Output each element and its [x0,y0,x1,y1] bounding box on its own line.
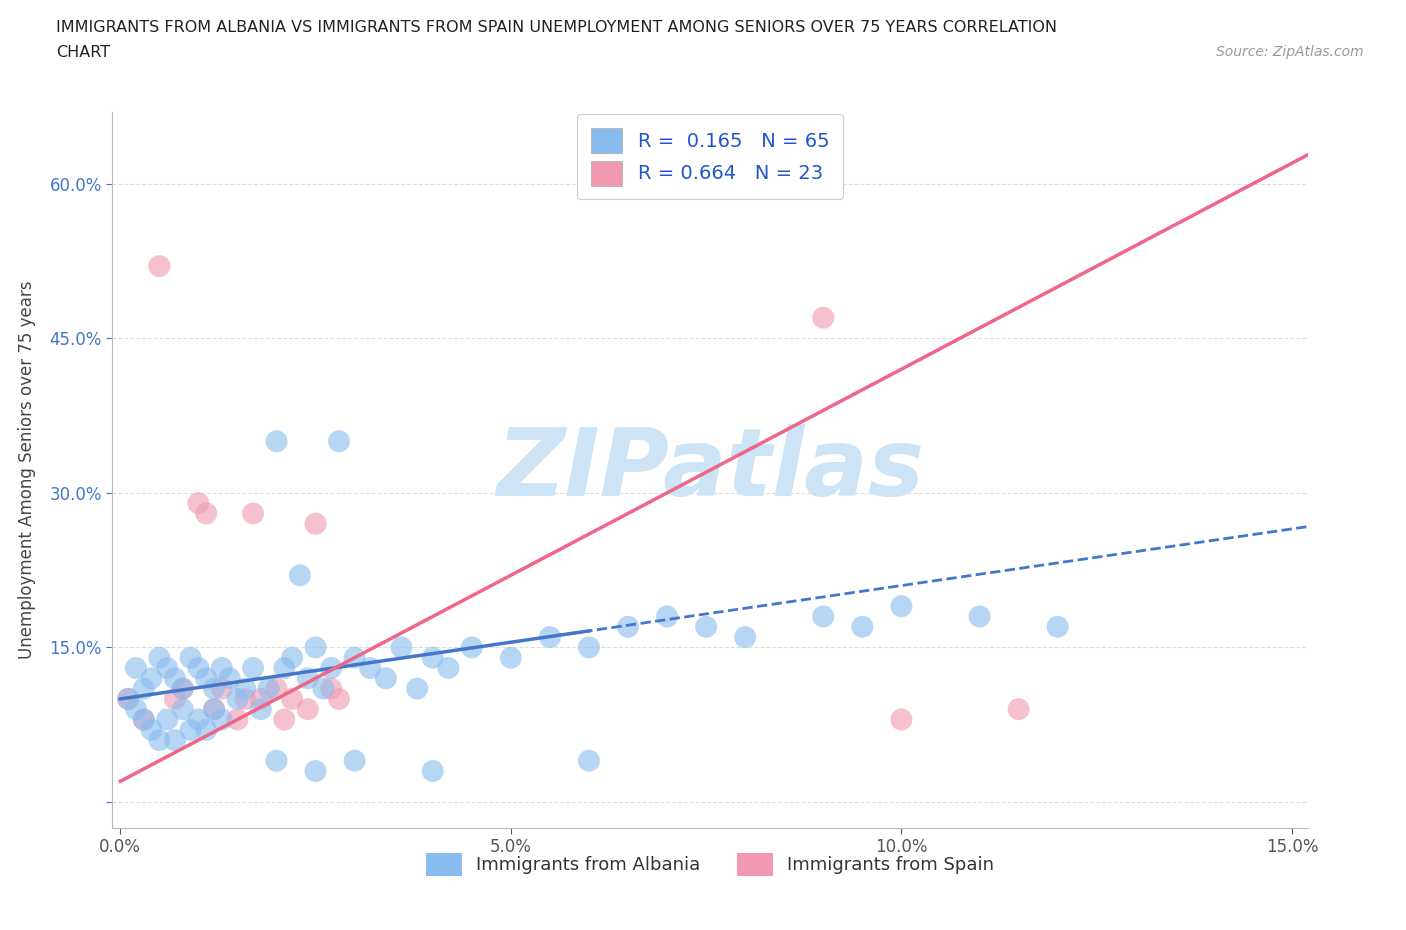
Point [297,702,319,717]
Text: ZIPatlas: ZIPatlas [496,424,924,515]
Point [578,753,600,768]
Point [195,506,218,521]
Point [257,681,280,696]
Point [813,311,835,325]
Point [187,660,209,675]
Point [266,753,288,768]
Point [218,671,240,685]
Point [233,692,256,707]
Text: CHART: CHART [56,45,110,60]
Text: Source: ZipAtlas.com: Source: ZipAtlas.com [1216,45,1364,59]
Point [328,434,350,449]
Point [617,619,640,634]
Point [148,650,170,665]
Point [374,671,396,685]
Point [437,660,460,675]
Point [211,681,233,696]
Point [343,753,366,768]
Point [172,702,194,717]
Point [141,723,163,737]
Point [132,712,155,727]
Point [132,681,155,696]
Point [343,650,366,665]
Point [148,733,170,748]
Point [281,692,304,707]
Point [422,650,444,665]
Point [148,259,170,273]
Point [125,702,148,717]
Point [813,609,835,624]
Point [202,702,225,717]
Point [202,702,225,717]
Point [250,692,273,707]
Point [851,619,873,634]
Point [1007,702,1029,717]
Point [538,630,561,644]
Point [195,723,218,737]
Point [499,650,522,665]
Point [187,712,209,727]
Point [266,434,288,449]
Point [655,609,678,624]
Point [172,681,194,696]
Point [187,496,209,511]
Point [578,640,600,655]
Point [242,660,264,675]
Point [172,681,194,696]
Point [422,764,444,778]
Point [288,568,311,583]
Point [163,671,186,685]
Point [273,712,295,727]
Point [211,712,233,727]
Point [359,660,381,675]
Y-axis label: Unemployment Among Seniors over 75 years: Unemployment Among Seniors over 75 years [18,281,35,658]
Point [125,660,148,675]
Point [117,692,139,707]
Text: IMMIGRANTS FROM ALBANIA VS IMMIGRANTS FROM SPAIN UNEMPLOYMENT AMONG SENIORS OVER: IMMIGRANTS FROM ALBANIA VS IMMIGRANTS FR… [56,20,1057,35]
Point [890,712,912,727]
Point [226,712,249,727]
Point [163,692,186,707]
Point [180,650,202,665]
Point [297,671,319,685]
Point [328,692,350,707]
Point [273,660,295,675]
Point [202,681,225,696]
Point [734,630,756,644]
Point [281,650,304,665]
Point [321,681,343,696]
Point [233,681,256,696]
Point [461,640,484,655]
Point [969,609,991,624]
Point [163,733,186,748]
Point [266,681,288,696]
Point [117,692,139,707]
Point [141,671,163,685]
Point [406,681,429,696]
Point [156,660,179,675]
Point [304,640,326,655]
Point [1046,619,1069,634]
Point [195,671,218,685]
Point [321,660,343,675]
Point [180,723,202,737]
Point [132,712,155,727]
Point [890,599,912,614]
Point [304,516,326,531]
Legend: Immigrants from Albania, Immigrants from Spain: Immigrants from Albania, Immigrants from… [419,845,1001,883]
Point [391,640,413,655]
Point [226,692,249,707]
Point [304,764,326,778]
Point [312,681,335,696]
Point [211,660,233,675]
Point [156,712,179,727]
Point [695,619,717,634]
Point [250,702,273,717]
Point [242,506,264,521]
